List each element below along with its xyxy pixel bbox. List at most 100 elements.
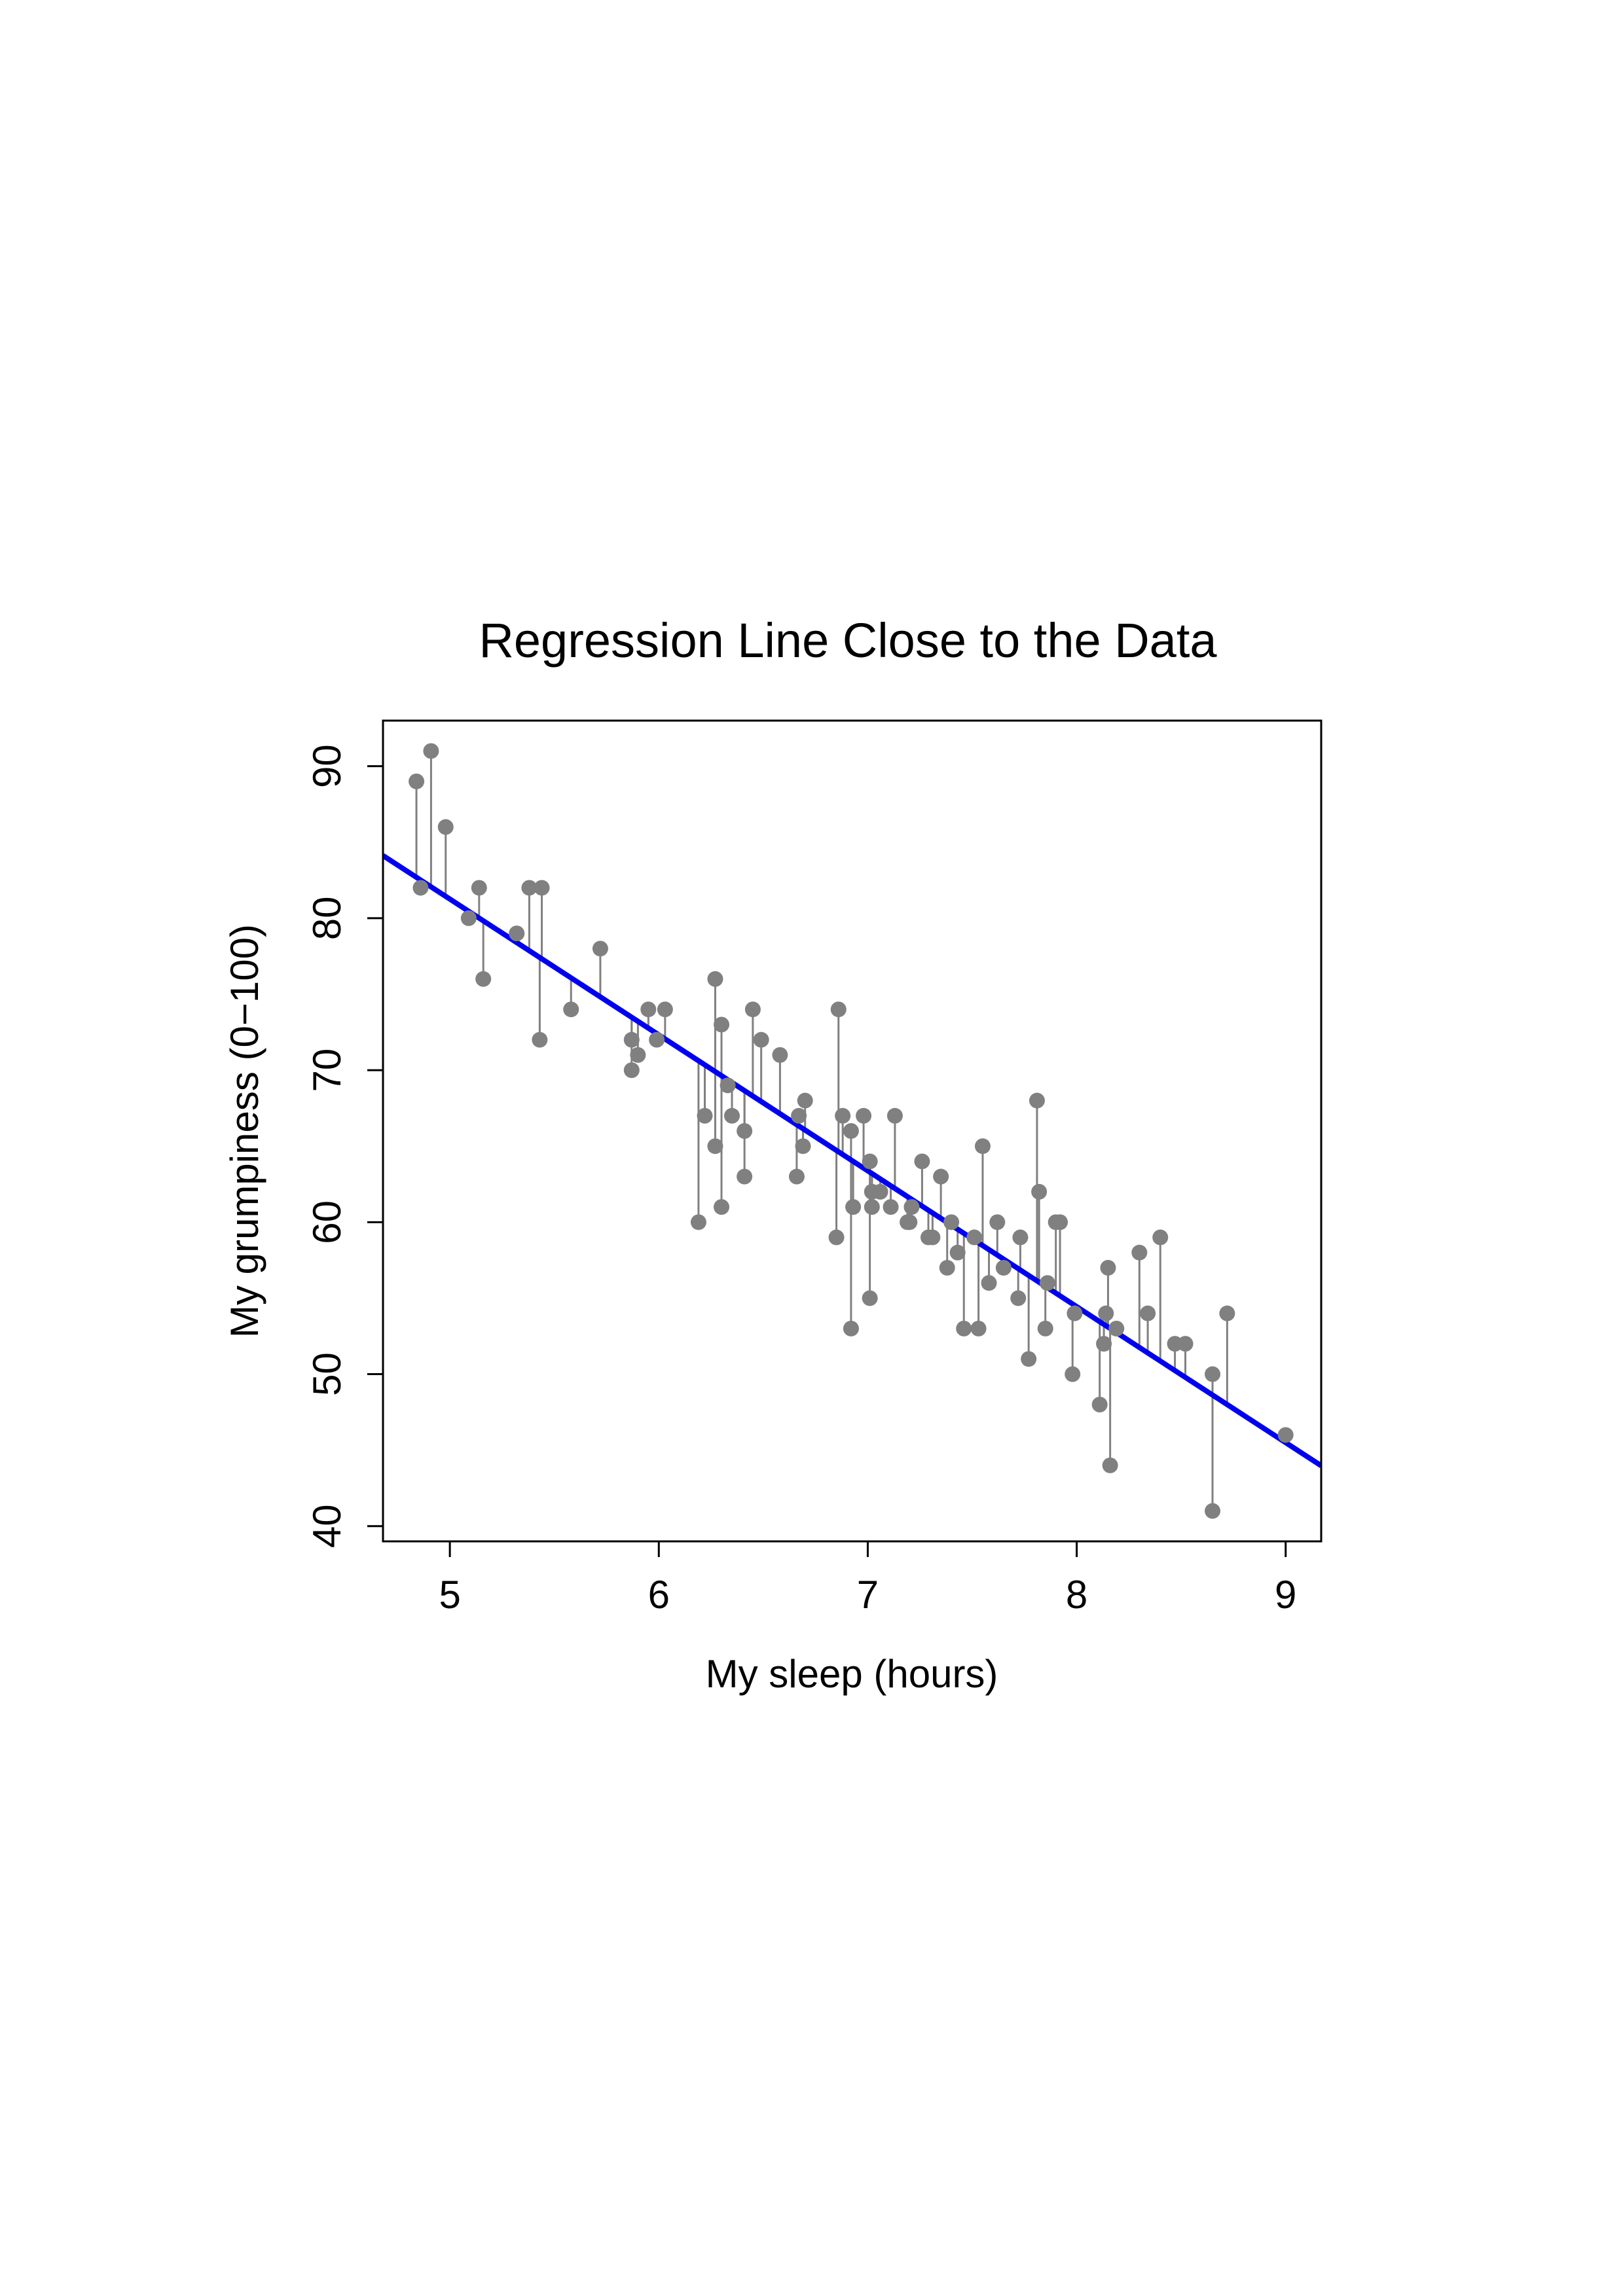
data-point (788, 1168, 805, 1185)
data-point (1140, 1305, 1156, 1321)
data-point (623, 1031, 640, 1048)
data-point (509, 925, 525, 942)
data-point (1152, 1229, 1169, 1246)
data-point (797, 1092, 813, 1109)
data-point (939, 1260, 955, 1276)
data-point (714, 1199, 730, 1215)
data-point (1108, 1320, 1125, 1336)
data-point (903, 1199, 920, 1215)
data-point (933, 1168, 949, 1185)
data-point (995, 1260, 1012, 1276)
data-point (460, 910, 477, 926)
data-point (830, 1001, 847, 1018)
data-point (1037, 1320, 1053, 1336)
data-point (989, 1214, 1006, 1230)
data-point (737, 1123, 753, 1139)
data-point (707, 971, 723, 987)
data-point (1100, 1260, 1116, 1276)
data-point (1277, 1427, 1294, 1443)
data-point (1177, 1336, 1194, 1352)
data-point (970, 1320, 987, 1336)
y-tick-label: 50 (305, 1352, 349, 1396)
data-point (795, 1138, 811, 1155)
data-point (974, 1138, 991, 1155)
regression-line-group (383, 853, 1321, 1468)
data-point (943, 1214, 960, 1230)
data-point (1205, 1503, 1221, 1519)
data-point (886, 1107, 903, 1124)
data-point (592, 941, 608, 957)
x-axis-label: My sleep (hours) (706, 1652, 998, 1696)
data-point (949, 1244, 966, 1261)
data-point (924, 1229, 941, 1246)
y-tick-label: 80 (305, 897, 349, 941)
data-point (772, 1047, 788, 1063)
x-tick-label: 5 (439, 1573, 460, 1617)
data-point (843, 1123, 859, 1139)
data-point (1102, 1457, 1118, 1473)
x-tick-label: 7 (857, 1573, 879, 1617)
data-point (623, 1062, 640, 1079)
data-point (914, 1153, 930, 1170)
data-point (791, 1107, 807, 1124)
data-point (563, 1001, 579, 1018)
data-point (640, 1001, 657, 1018)
data-point (1012, 1229, 1029, 1246)
data-point (862, 1290, 878, 1306)
data-point (1010, 1290, 1027, 1306)
data-point (1031, 1183, 1048, 1200)
data-point (714, 1016, 730, 1033)
data-point (1067, 1305, 1083, 1321)
data-point (1219, 1305, 1235, 1321)
data-point (475, 971, 492, 987)
data-point (843, 1320, 859, 1336)
data-point (1096, 1336, 1112, 1352)
data-point (707, 1138, 723, 1155)
data-point (471, 880, 487, 896)
data-point (872, 1183, 888, 1200)
data-point (1205, 1366, 1221, 1382)
data-point (437, 819, 454, 835)
x-tick-label: 9 (1275, 1573, 1296, 1617)
data-point (902, 1214, 918, 1230)
data-point (697, 1107, 713, 1124)
data-point (649, 1031, 665, 1048)
data-point (845, 1199, 862, 1215)
data-point (657, 1001, 673, 1018)
data-point (956, 1320, 972, 1336)
data-point (630, 1047, 646, 1063)
data-point (737, 1168, 753, 1185)
data-point (690, 1214, 706, 1230)
data-point (1029, 1092, 1045, 1109)
data-point (1131, 1244, 1148, 1261)
data-point (883, 1199, 899, 1215)
data-point (1098, 1305, 1114, 1321)
data-point (723, 1107, 740, 1124)
regression-line (383, 853, 1321, 1468)
x-tick-label: 8 (1066, 1573, 1087, 1617)
y-axis: 40 50 60 70 80 90 (305, 744, 383, 1548)
data-points (409, 743, 1294, 1519)
data-point (534, 880, 550, 896)
data-point (862, 1153, 878, 1170)
plot-frame (382, 719, 1322, 1543)
y-tick-label: 40 (305, 1504, 349, 1548)
x-tick-label: 6 (648, 1573, 670, 1617)
data-point (1039, 1275, 1055, 1291)
data-point (1021, 1351, 1037, 1367)
x-axis: 5 6 7 8 9 (439, 1541, 1296, 1617)
data-point (412, 880, 429, 896)
chart-title: Regression Line Close to the Data (479, 613, 1217, 668)
data-point (753, 1031, 769, 1048)
data-point (423, 743, 439, 759)
data-point (864, 1199, 880, 1215)
data-point (856, 1107, 872, 1124)
data-point (966, 1229, 983, 1246)
y-axis-label: My grumpiness (0−100) (223, 924, 266, 1338)
data-point (1065, 1366, 1081, 1382)
data-point (835, 1107, 851, 1124)
y-tick-label: 70 (305, 1049, 349, 1092)
data-point (720, 1077, 736, 1094)
